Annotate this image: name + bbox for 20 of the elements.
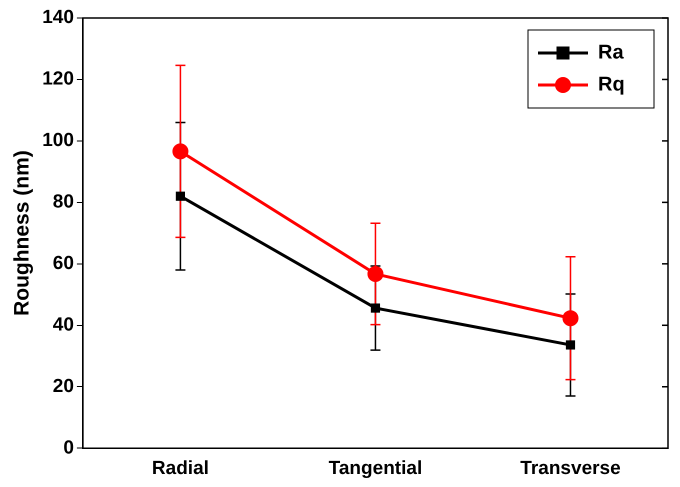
y-tick-label: 120 (42, 68, 74, 90)
point (367, 266, 384, 282)
y-tick-label: 60 (52, 253, 74, 274)
legend-label: Rq (598, 74, 625, 96)
y-tick-label: 80 (52, 192, 74, 213)
y-axis-title: Roughness (nm) (10, 150, 34, 316)
point (566, 340, 576, 350)
y-tick-label: 40 (52, 314, 74, 336)
point (176, 192, 186, 201)
x-tick-label: Transverse (520, 458, 621, 479)
y-tick-label: 100 (42, 130, 74, 152)
point (172, 143, 188, 160)
x-tick-label: Tangential (328, 458, 422, 479)
point (562, 310, 578, 326)
y-tick-label: 20 (52, 376, 74, 397)
legend-label: Ra (598, 42, 624, 64)
x-tick-label: Radial (152, 458, 209, 479)
y-tick-label: 140 (42, 7, 74, 28)
point (370, 303, 380, 313)
y-tick-label: 0 (63, 437, 74, 458)
